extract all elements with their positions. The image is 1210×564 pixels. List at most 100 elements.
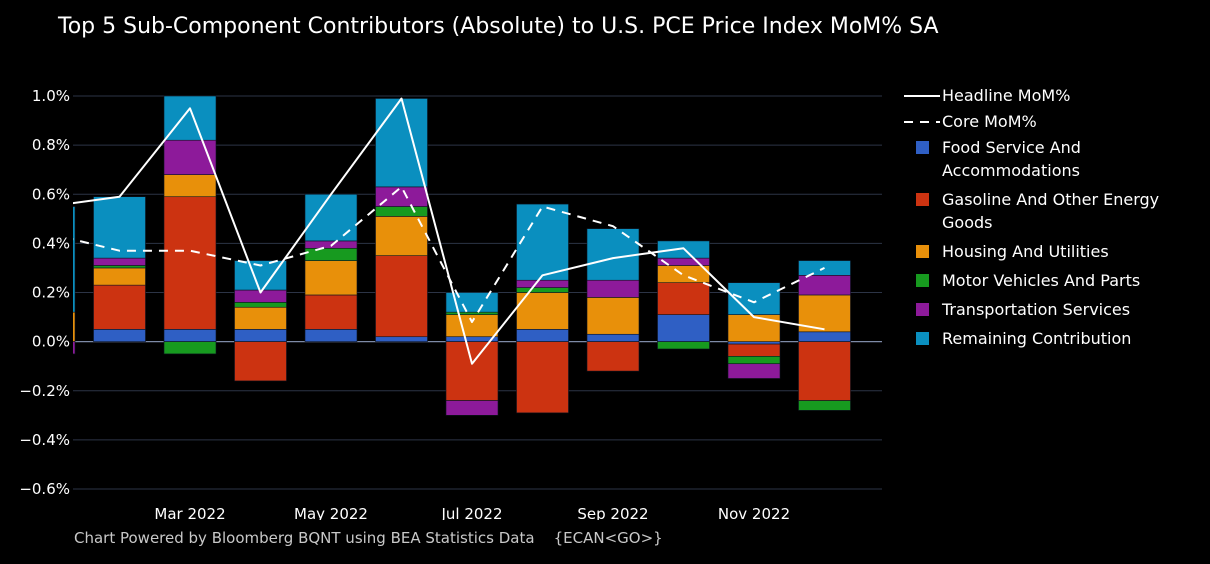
bar-segment <box>657 282 710 315</box>
bar-segment <box>375 186 428 207</box>
legend-line-swatch <box>904 94 940 97</box>
x-tick-label: Nov 2022 <box>718 505 790 520</box>
bar-segment <box>727 314 781 342</box>
y-tick-label: −0.4% <box>19 431 70 449</box>
bar-segment <box>304 193 358 242</box>
legend-label: Food Service And Accommodations <box>942 138 1081 180</box>
legend-label: Housing And Utilities <box>942 242 1109 261</box>
y-tick-label: 0.8% <box>32 136 70 154</box>
legend-color-box <box>915 274 929 287</box>
bar-segment <box>516 203 569 281</box>
y-tick-label: 0.4% <box>32 234 70 252</box>
bar-segment <box>234 329 287 342</box>
footer-source: Chart Powered by Bloomberg BQNT using BE… <box>74 529 535 547</box>
y-tick-label: 0.0% <box>32 333 70 351</box>
bar-segment <box>727 363 781 379</box>
y-tick-label: 0.2% <box>32 284 70 302</box>
bar-segment <box>445 314 499 338</box>
legend-swatch <box>902 110 942 133</box>
y-tick-label: −0.6% <box>19 480 70 498</box>
series-line <box>73 97 825 365</box>
x-tick-label: Jul 2022 <box>440 505 502 520</box>
bar-segment <box>234 306 287 330</box>
x-axis-ticks: Mar 2022 May 2022 Jul 2022 Sep 2022 Nov 2022 <box>154 505 790 520</box>
bar-segment <box>163 95 217 141</box>
bar-segment <box>93 265 146 269</box>
legend-swatch <box>902 269 942 292</box>
legend-item[interactable]: Motor Vehicles And Parts <box>902 269 1202 292</box>
bar-segment <box>727 341 781 345</box>
bar-segment <box>727 343 781 357</box>
bar-segment <box>304 294 358 330</box>
bar-segment <box>304 260 358 296</box>
y-tick-label: 1.0% <box>32 87 70 105</box>
y-axis-ticks: 1.0% 0.8% 0.6% 0.4% 0.2% 0.0% −0.2% −0.4% −0.6% <box>19 87 70 498</box>
bar-segment <box>657 314 710 342</box>
bar-segment <box>657 265 710 283</box>
bar-segment <box>657 341 710 350</box>
bar-segment <box>586 341 640 372</box>
series-line <box>73 185 825 323</box>
bar-segment <box>727 356 781 365</box>
bar-segment <box>516 287 569 293</box>
legend-label: Transportation Services <box>942 300 1131 319</box>
bar-segment <box>375 98 428 188</box>
bar-segment <box>445 400 499 416</box>
bar-segment <box>234 302 287 308</box>
y-tick-label: 0.6% <box>32 185 70 203</box>
chart-plot-area: 1.0%0.8%0.6%0.4%0.2%0.0%−0.2%−0.4%−0.6% … <box>19 87 882 520</box>
bar-segment <box>375 255 428 338</box>
x-tick-label: May 2022 <box>294 505 368 520</box>
lines <box>73 97 825 365</box>
legend-swatch <box>902 136 942 159</box>
bar-segment <box>304 329 358 342</box>
bar-segment <box>163 139 217 175</box>
legend-swatch <box>902 188 942 211</box>
footer-code: {ECAN<GO>} <box>553 529 663 547</box>
bar-segment <box>163 329 217 342</box>
legend-color-box <box>915 193 929 206</box>
bar-segment <box>445 341 499 401</box>
bar-segment <box>375 216 428 256</box>
bar-segment <box>516 279 569 288</box>
bar-segment <box>163 174 217 198</box>
legend-label: Remaining Contribution <box>942 329 1132 348</box>
bar-segment <box>375 336 428 342</box>
bar-segment <box>93 267 146 286</box>
legend-label: Motor Vehicles And Parts <box>942 271 1141 290</box>
bar-segment <box>586 228 640 281</box>
legend-item[interactable]: Housing And Utilities <box>902 240 1202 263</box>
chart-title: Top 5 Sub-Component Contributors (Absolu… <box>58 14 939 39</box>
bar-segment <box>375 206 428 217</box>
legend-label: Headline MoM% <box>942 86 1071 105</box>
bar-segment <box>93 196 146 259</box>
legend-item[interactable]: Food Service And Accommodations <box>902 136 1202 182</box>
bar-segment <box>93 284 146 330</box>
bar-segment <box>516 341 569 414</box>
legend-color-box <box>915 303 929 316</box>
x-tick-label: Mar 2022 <box>154 505 225 520</box>
legend-swatch <box>902 327 942 350</box>
legend-line-swatch <box>904 120 940 123</box>
legend-item[interactable]: Transportation Services <box>902 298 1202 321</box>
bar-segment <box>304 247 358 261</box>
bar-segment <box>798 341 851 401</box>
x-tick-label: Sep 2022 <box>577 505 648 520</box>
legend-item[interactable]: Remaining Contribution <box>902 327 1202 350</box>
bar-segment <box>234 341 287 382</box>
legend-item[interactable]: Gasoline And Other Energy Goods <box>902 188 1202 234</box>
legend-label: Gasoline And Other Energy Goods <box>942 190 1160 232</box>
bar-segment <box>586 333 640 342</box>
bar-segment <box>516 329 569 342</box>
bar-segment <box>163 196 217 330</box>
legend-label: Core MoM% <box>942 112 1037 131</box>
bar-segment <box>798 275 851 296</box>
legend-item[interactable]: Core MoM% <box>902 110 1202 133</box>
legend-item[interactable]: Headline MoM% <box>902 84 1202 107</box>
legend-swatch <box>902 298 942 321</box>
legend: Headline MoM% Core MoM% Food Service And A… <box>902 84 1202 356</box>
chart-footer: Chart Powered by Bloomberg BQNT using BE… <box>74 529 663 547</box>
bar-segment <box>586 297 640 335</box>
bar-segment <box>727 282 781 315</box>
legend-color-box <box>915 332 929 345</box>
